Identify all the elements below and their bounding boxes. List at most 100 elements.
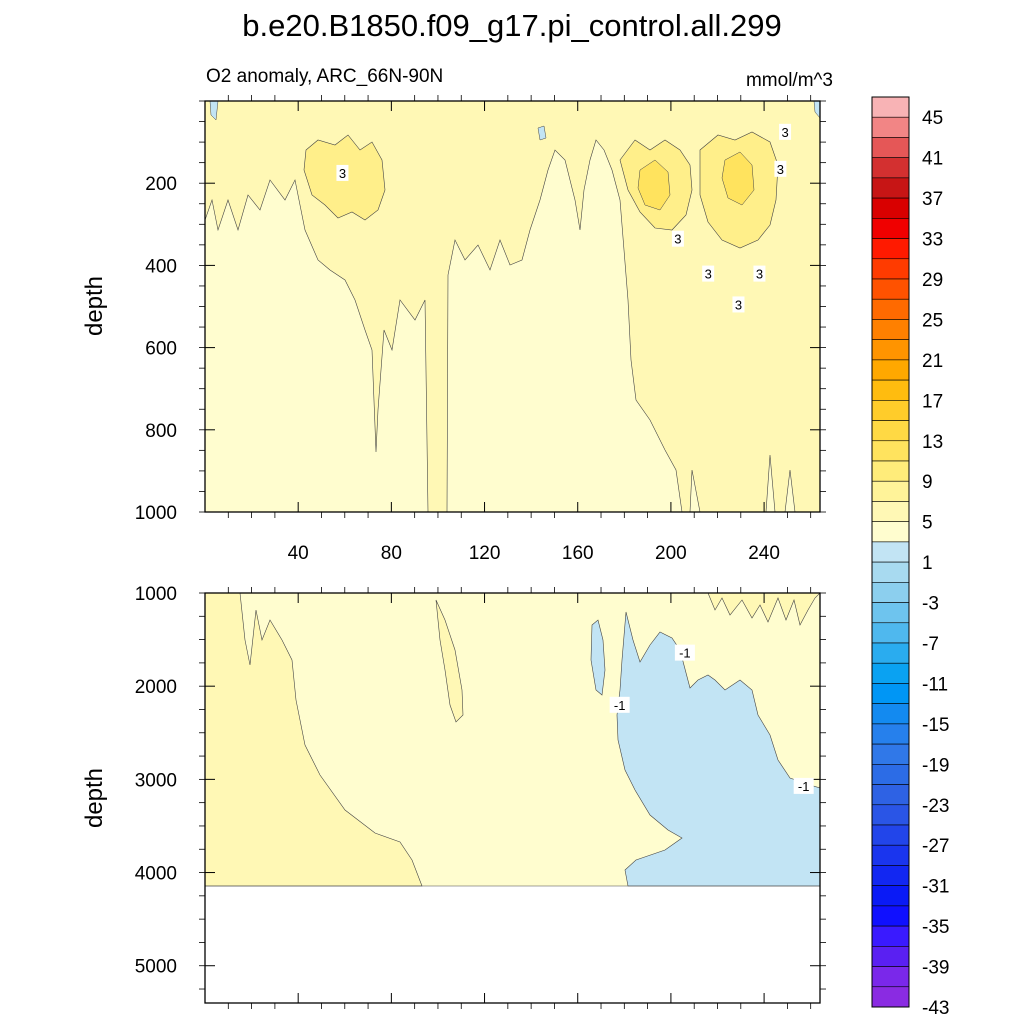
colorbar-box: [871, 723, 910, 745]
x-tick-label: 200: [655, 543, 687, 564]
colorbar-box: [871, 824, 910, 846]
colorbar-box: [871, 905, 910, 927]
colorbar-box: [871, 157, 910, 179]
colorbar-box: [871, 298, 910, 320]
lower-contour-band-5-right: [707, 593, 820, 626]
colorbar-label: 9: [922, 472, 933, 493]
contour-label: -1: [679, 646, 691, 661]
colorbar-box: [871, 946, 910, 967]
colorbar-box: [871, 703, 910, 725]
colorbar-box: [871, 784, 910, 806]
colorbar-box: [871, 218, 910, 239]
colorbar-box: [871, 966, 910, 988]
left-string: O2 anomaly, ARC_66N-90N: [206, 66, 443, 87]
upper-axis-ticks: 200 400 600 800 1000 40 80 120 160 200 240: [135, 95, 826, 564]
lower-axis-ticks: 1000 2000 3000 4000 5000: [135, 584, 826, 1009]
x-tick-label: 80: [381, 543, 402, 564]
contour-label: 3: [674, 232, 681, 247]
contour-label-box: [674, 644, 695, 661]
y-tick-label: 2000: [135, 677, 177, 698]
colorbar-label: -27: [922, 836, 949, 857]
contour-label-box: [779, 123, 792, 140]
y-tick-label: 600: [145, 339, 177, 360]
colorbar-label: 25: [922, 310, 943, 331]
colorbar-label: -11: [922, 674, 948, 695]
colorbar-label: 37: [922, 189, 943, 210]
colorbar-box: [871, 683, 910, 704]
chart-title: b.e20.B1850.f09_g17.pi_control.all.299: [242, 8, 782, 43]
colorbar-label: 29: [922, 270, 943, 291]
colorbar-label: -43: [922, 998, 949, 1019]
lower-panel: 1000 2000 3000 4000 5000 -1 -1 -1 depth: [81, 584, 826, 1009]
y-tick-label: 200: [145, 174, 177, 195]
contour-label-box: [609, 696, 630, 713]
colorbar-box: [871, 197, 910, 219]
lower-anomaly-patch: [590, 619, 606, 696]
colorbar-box: [871, 925, 910, 947]
colorbar-label: 1: [922, 553, 933, 574]
x-tick-label: 240: [748, 543, 780, 564]
colorbar-box: [871, 764, 910, 785]
lower-contour-band-5-mid: [435, 599, 464, 723]
colorbar-label: -19: [922, 755, 949, 776]
contour-label-box: [336, 164, 349, 181]
contour-label: -1: [614, 698, 626, 713]
contour-label-box: [732, 296, 745, 313]
colorbar-label: 13: [922, 432, 943, 453]
colorbar-label: 33: [922, 230, 943, 251]
y-tick-label: 3000: [135, 770, 177, 791]
colorbar-label: -39: [922, 958, 949, 979]
colorbar-box: [871, 521, 910, 543]
colorbar-box: [871, 582, 910, 603]
y-tick-label: 1000: [135, 584, 177, 605]
lower-ylabel: depth: [81, 768, 108, 828]
colorbar-box: [871, 319, 910, 340]
contour-label: 3: [781, 125, 788, 140]
colorbar-box: [871, 480, 910, 502]
colorbar-label: -35: [922, 917, 949, 938]
colorbar-box: [871, 844, 910, 866]
colorbar-box: [871, 96, 910, 118]
colorbar-box: [871, 662, 910, 684]
x-tick-label: 160: [562, 543, 594, 564]
x-tick-label: 120: [469, 543, 501, 564]
colorbar-box: [871, 137, 910, 158]
colorbar-label: 17: [922, 391, 943, 412]
colorbar-boxes: [871, 96, 910, 1008]
colorbar-box: [871, 541, 910, 563]
colorbar-box: [871, 258, 910, 280]
colorbar: 45 41 37 33 29 25 21 17 13 9 5 1 -3 -7 -11 -15 -19 -23 -27…: [871, 96, 949, 1019]
contour-label: 3: [339, 166, 346, 181]
colorbar-label: -23: [922, 796, 949, 817]
colorbar-label: -15: [922, 715, 949, 736]
contour-label: 3: [735, 297, 742, 312]
colorbar-frame: [871, 96, 910, 1008]
units-label: mmol/m^3: [746, 70, 833, 91]
colorbar-box: [871, 561, 910, 583]
colorbar-box: [871, 986, 910, 1008]
colorbar-box: [871, 379, 910, 401]
colorbar-box: [871, 885, 910, 907]
colorbar-label: 5: [922, 513, 933, 534]
colorbar-box: [871, 400, 910, 421]
colorbar-label: 21: [922, 351, 943, 372]
colorbar-label: -31: [922, 877, 949, 898]
lower-plot-frame: [204, 592, 821, 1004]
contour-label: 3: [756, 267, 763, 282]
lower-contour-band-5-left: [205, 593, 423, 887]
colorbar-box: [871, 804, 910, 826]
contour-label-box: [793, 777, 814, 794]
y-tick-label: 4000: [135, 864, 177, 885]
contour-label: 3: [705, 267, 712, 282]
contour-label-box: [702, 265, 715, 282]
y-tick-label: 1000: [135, 503, 177, 524]
colorbar-box: [871, 865, 910, 886]
contour-label-box: [774, 160, 787, 177]
colorbar-label: -7: [922, 634, 939, 655]
lower-contour-labels: -1 -1 -1: [609, 644, 814, 794]
upper-anomaly-patch: [209, 101, 820, 141]
colorbar-box: [871, 278, 910, 300]
colorbar-box: [871, 359, 910, 381]
